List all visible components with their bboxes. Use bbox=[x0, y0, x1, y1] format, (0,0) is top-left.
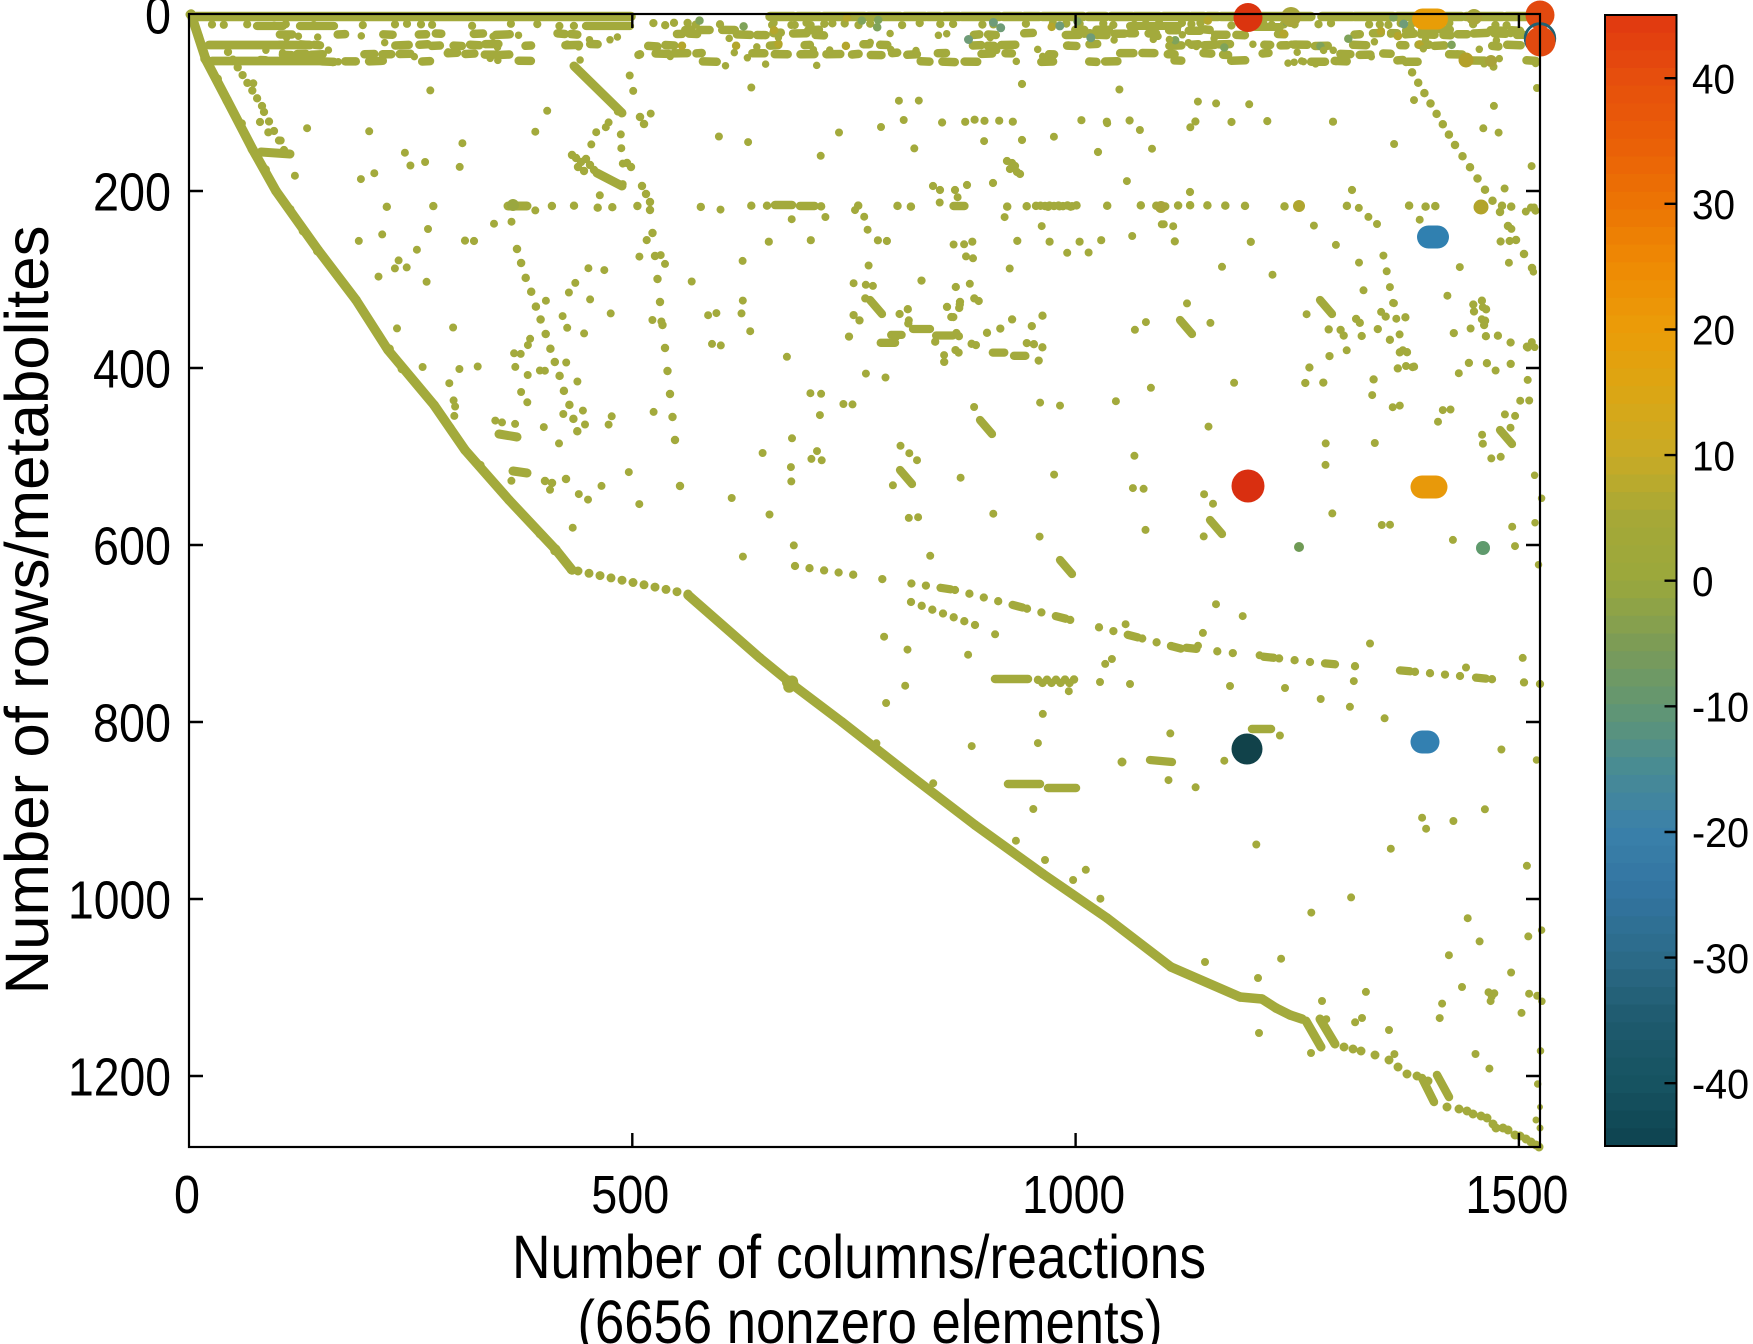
svg-text:30: 30 bbox=[1692, 181, 1735, 228]
svg-text:20: 20 bbox=[1692, 307, 1735, 354]
svg-text:-40: -40 bbox=[1692, 1060, 1749, 1107]
svg-text:1000: 1000 bbox=[68, 871, 171, 931]
svg-text:0: 0 bbox=[145, 0, 171, 46]
svg-text:1000: 1000 bbox=[1022, 1165, 1125, 1225]
svg-text:1200: 1200 bbox=[68, 1048, 171, 1108]
svg-text:500: 500 bbox=[591, 1165, 669, 1225]
svg-text:400: 400 bbox=[93, 340, 171, 400]
svg-text:(6656 nonzero elements): (6656 nonzero elements) bbox=[578, 1288, 1163, 1344]
svg-text:0: 0 bbox=[174, 1165, 200, 1225]
svg-text:-10: -10 bbox=[1692, 684, 1749, 731]
svg-text:0: 0 bbox=[1692, 558, 1714, 605]
svg-text:10: 10 bbox=[1692, 432, 1735, 479]
svg-text:Number of rows/metabolites: Number of rows/metabolites bbox=[0, 226, 61, 995]
svg-text:Number of columns/reactions: Number of columns/reactions bbox=[512, 1223, 1206, 1291]
svg-text:-30: -30 bbox=[1692, 935, 1749, 982]
svg-text:-20: -20 bbox=[1692, 809, 1749, 856]
svg-text:1500: 1500 bbox=[1465, 1165, 1568, 1225]
svg-text:200: 200 bbox=[93, 163, 171, 223]
svg-text:800: 800 bbox=[93, 694, 171, 754]
svg-text:40: 40 bbox=[1692, 55, 1735, 102]
svg-text:600: 600 bbox=[93, 517, 171, 577]
